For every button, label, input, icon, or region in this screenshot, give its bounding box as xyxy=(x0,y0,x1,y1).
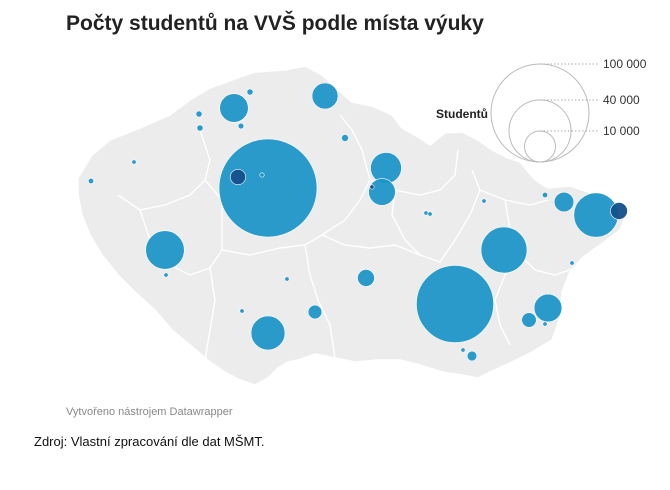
bubble-brno[interactable]: Brno: 62000 xyxy=(416,265,494,343)
bubble-uherske-hradiste[interactable]: Uherské Hradiště: 2000 xyxy=(307,304,323,320)
bubble-decin[interactable]: Děčín: 400 xyxy=(195,110,203,118)
bubble-hodonin[interactable]: Hodonín: 120 xyxy=(542,321,548,327)
size-legend xyxy=(490,63,598,163)
bubble-usti-nad-labem[interactable]: Ústí nad Labem: 8500 xyxy=(219,93,249,123)
bubble-liberec[interactable]: Liberec: 7000 xyxy=(311,82,339,110)
bubble-pisek[interactable]: Písek: 150 xyxy=(239,308,245,314)
bubble-kyjov[interactable]: Kyjov: 110 xyxy=(569,260,575,266)
bubble-znojmo[interactable]: Znojmo: 2200 xyxy=(521,312,537,328)
bubble-nymburk[interactable]: Nymburk: 100 xyxy=(259,172,265,178)
bubble-tabor[interactable]: Tábor: 100 xyxy=(284,276,290,282)
bubble-trutnov[interactable]: Trutnov: 120 xyxy=(423,210,429,216)
czech-republic-map xyxy=(77,65,629,386)
bubble-vsetin[interactable]: Vsetín: 100 xyxy=(460,347,466,353)
source-note: Zdroj: Vlastní zpracování dle dat MŠMT. xyxy=(34,434,265,449)
bubble-teplice[interactable]: Teplice: 350 xyxy=(237,122,245,130)
legend-title: Studentů xyxy=(436,107,488,121)
datawrapper-credit: Vytvořeno nástrojem Datawrapper xyxy=(66,406,233,418)
bubble-plzen[interactable]: Plzeň: 15500 xyxy=(145,230,185,270)
legend-label-10000: 10 000 xyxy=(603,124,640,138)
bubble-karvina[interactable]: Karviná: 3000 xyxy=(610,202,628,220)
legend-circle-100000 xyxy=(490,63,590,163)
bubble-litomysl[interactable]: Litomyšl: 150 xyxy=(481,198,487,204)
bubble-jihlava[interactable]: Jihlava: 3000 xyxy=(357,269,375,287)
bubble-krnov[interactable]: Krnov: 300 xyxy=(541,192,548,199)
bubble-karlovy-vary[interactable]: Karlovy Vary: 120 xyxy=(131,159,137,165)
bubble-chomutov[interactable]: Chomutov: 100 xyxy=(369,184,375,190)
bubble-pardubice[interactable]: Pardubice: 7500 xyxy=(368,178,396,206)
chart-title: Počty studentů na VVŠ podle místa výuky xyxy=(66,12,484,35)
bubble-olomouc[interactable]: Olomouc: 22000 xyxy=(480,226,528,274)
bubble-cheb[interactable]: Cheb: 300 xyxy=(88,178,95,185)
bubble-kladno[interactable]: Kladno: 2500 xyxy=(230,169,247,186)
legend-label-40000: 40 000 xyxy=(603,93,640,107)
bubble-zlin[interactable]: Zlín: 8000 xyxy=(533,293,563,323)
bubble-ceske-budejovice[interactable]: České Budějovice: 12000 xyxy=(250,315,286,351)
bubble-mlada-boleslav[interactable]: Mladá Boleslav: 500 xyxy=(341,134,349,142)
bubble-zdar-nad-sazavou[interactable]: Žďár nad Sázavou: 100 xyxy=(427,211,433,217)
country-shape xyxy=(77,65,629,386)
legend-circle-10000 xyxy=(524,130,556,163)
bubble-kolin[interactable]: Kolín: 400 xyxy=(196,124,204,132)
bubble-most[interactable]: Most: 400 xyxy=(246,88,254,96)
bubble-layer: Praha: 100000Brno: 62000Olomouc: 22000Os… xyxy=(88,82,628,362)
bubble-prostejov[interactable]: Prostějov: 100 xyxy=(163,272,169,278)
legend-label-100000: 100 000 xyxy=(603,57,647,71)
